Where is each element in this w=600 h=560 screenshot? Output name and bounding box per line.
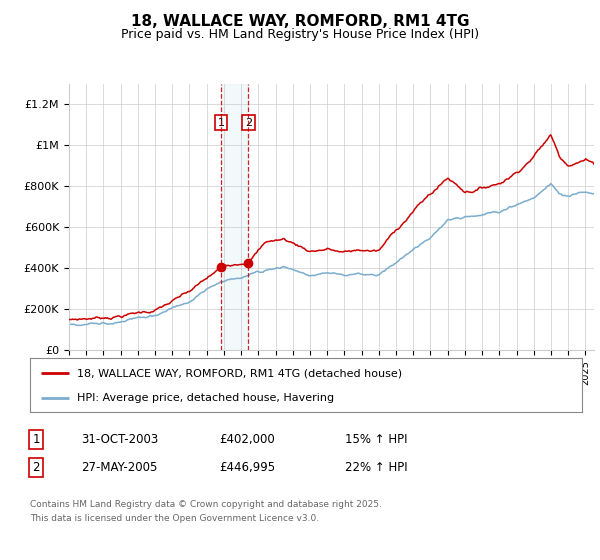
Text: 1: 1 bbox=[32, 433, 40, 446]
Text: HPI: Average price, detached house, Havering: HPI: Average price, detached house, Have… bbox=[77, 393, 334, 403]
Text: 1: 1 bbox=[217, 118, 224, 128]
Text: 22% ↑ HPI: 22% ↑ HPI bbox=[345, 461, 407, 474]
Bar bbox=[221, 84, 248, 350]
Text: £402,000: £402,000 bbox=[219, 433, 275, 446]
Text: 15% ↑ HPI: 15% ↑ HPI bbox=[345, 433, 407, 446]
Text: 2: 2 bbox=[245, 118, 252, 128]
Text: 31-OCT-2003: 31-OCT-2003 bbox=[81, 433, 158, 446]
Text: Contains HM Land Registry data © Crown copyright and database right 2025.: Contains HM Land Registry data © Crown c… bbox=[30, 500, 382, 508]
Text: This data is licensed under the Open Government Licence v3.0.: This data is licensed under the Open Gov… bbox=[30, 514, 319, 523]
Text: 2: 2 bbox=[32, 461, 40, 474]
Text: 27-MAY-2005: 27-MAY-2005 bbox=[81, 461, 157, 474]
Text: 18, WALLACE WAY, ROMFORD, RM1 4TG: 18, WALLACE WAY, ROMFORD, RM1 4TG bbox=[131, 14, 469, 29]
Text: £446,995: £446,995 bbox=[219, 461, 275, 474]
Text: Price paid vs. HM Land Registry's House Price Index (HPI): Price paid vs. HM Land Registry's House … bbox=[121, 28, 479, 41]
Text: 18, WALLACE WAY, ROMFORD, RM1 4TG (detached house): 18, WALLACE WAY, ROMFORD, RM1 4TG (detac… bbox=[77, 368, 402, 379]
